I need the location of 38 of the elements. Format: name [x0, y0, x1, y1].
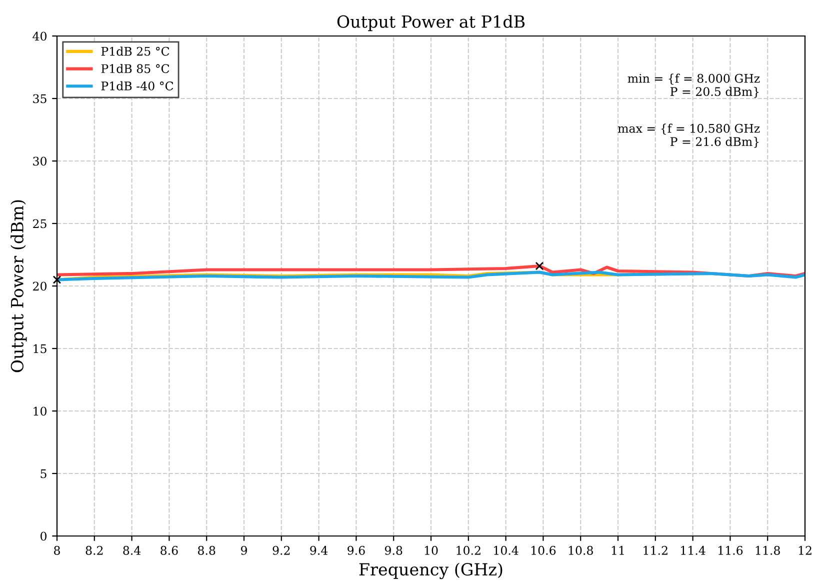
annotation: min = {f = 8.000 GHz P = 20.5 dBm}	[628, 74, 760, 98]
x-tick-label: 9.6	[348, 546, 365, 555]
x-tick-label: 8.6	[160, 546, 178, 555]
x-tick-label: 8.4	[123, 546, 141, 555]
x-tick-label: 11.2	[644, 546, 668, 555]
x-tick-label: 10.6	[532, 546, 556, 555]
x-tick-label: 10.4	[494, 546, 518, 555]
legend-label: P1dB 85 °C	[101, 64, 170, 74]
y-tick-label: 5	[40, 469, 46, 478]
y-tick-label: 10	[34, 406, 46, 416]
chart-title: Output Power at P1dB	[337, 15, 525, 32]
y-tick-label: 40	[32, 32, 46, 41]
y-axis-title: Output Power (dBm)	[10, 200, 27, 372]
x-tick-label: 9	[240, 546, 247, 555]
x-tick-label: 8.2	[86, 546, 103, 555]
x-tick-label: 10	[424, 546, 438, 555]
x-tick-label: 11.8	[756, 546, 780, 555]
x-tick-label: 9.4	[310, 546, 328, 555]
y-tick-label: 20	[33, 282, 46, 291]
x-tick-label: 9.8	[384, 546, 402, 555]
x-tick-label: 12	[798, 546, 812, 555]
x-tick-label: 10.2	[456, 546, 480, 555]
x-tick-label: 9.2	[272, 546, 290, 555]
y-tick-label: 15	[34, 344, 46, 354]
y-tick-label: 25	[33, 219, 46, 228]
annotation: max = {f = 10.580 GHz P = 21.6 dBm}	[618, 124, 760, 148]
y-tick-label: 30	[33, 156, 46, 166]
x-tick-label: 11.4	[681, 546, 706, 555]
x-tick-label: 8	[54, 546, 60, 555]
x-tick-label: 11.6	[718, 546, 743, 555]
x-tick-label: 11	[612, 546, 624, 555]
legend-label: P1dB -40 °C	[101, 81, 174, 90]
x-tick-label: 8.8	[198, 546, 216, 555]
y-tick-label: 0	[40, 532, 46, 541]
x-tick-label: 10.8	[568, 546, 593, 555]
x-axis-title: Frequency (GHz)	[359, 562, 502, 580]
legend-label: P1dB 25 °C	[101, 46, 170, 56]
y-tick-label: 35	[33, 94, 46, 104]
